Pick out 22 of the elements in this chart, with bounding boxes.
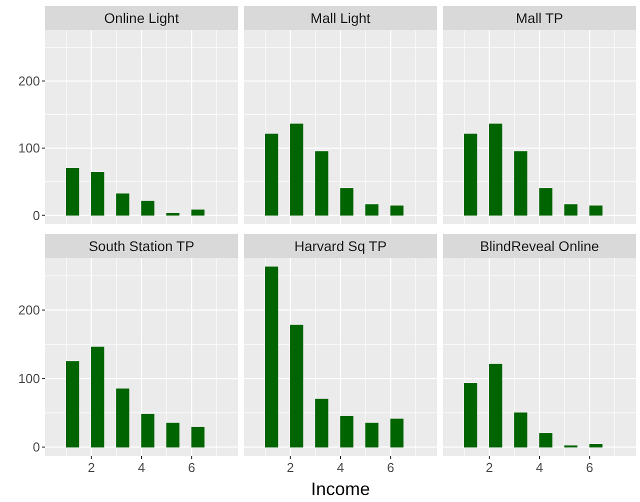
x-tick-label: 6 (188, 460, 196, 475)
y-tick-label: 200 (18, 74, 40, 89)
x-axis-title: Income (310, 479, 370, 499)
chart-title: Mall Light (310, 10, 371, 26)
x-tick-label: 4 (536, 460, 544, 475)
x-tick-label: 6 (387, 460, 394, 475)
chart-title: BlindReveal Online (480, 238, 600, 254)
x-tick-label: 4 (138, 460, 146, 475)
chart-title: South Station TP (88, 238, 194, 254)
y-tick-label: 100 (18, 371, 40, 386)
chart-title: Online Light (104, 10, 179, 26)
x-tick-label: 2 (286, 460, 294, 475)
y-tick-label: 0 (32, 208, 40, 223)
chart-title: Mall TP (516, 10, 564, 26)
x-tick-label: 6 (586, 460, 594, 475)
chart-title: Harvard Sq TP (294, 238, 387, 254)
x-tick-label: 2 (486, 460, 493, 475)
x-tick-label: 4 (336, 460, 344, 475)
x-tick-label: 2 (88, 460, 95, 475)
y-tick-label: 0 (32, 440, 40, 455)
y-tick-label: 100 (18, 140, 40, 156)
y-tick-label: 200 (18, 302, 40, 318)
